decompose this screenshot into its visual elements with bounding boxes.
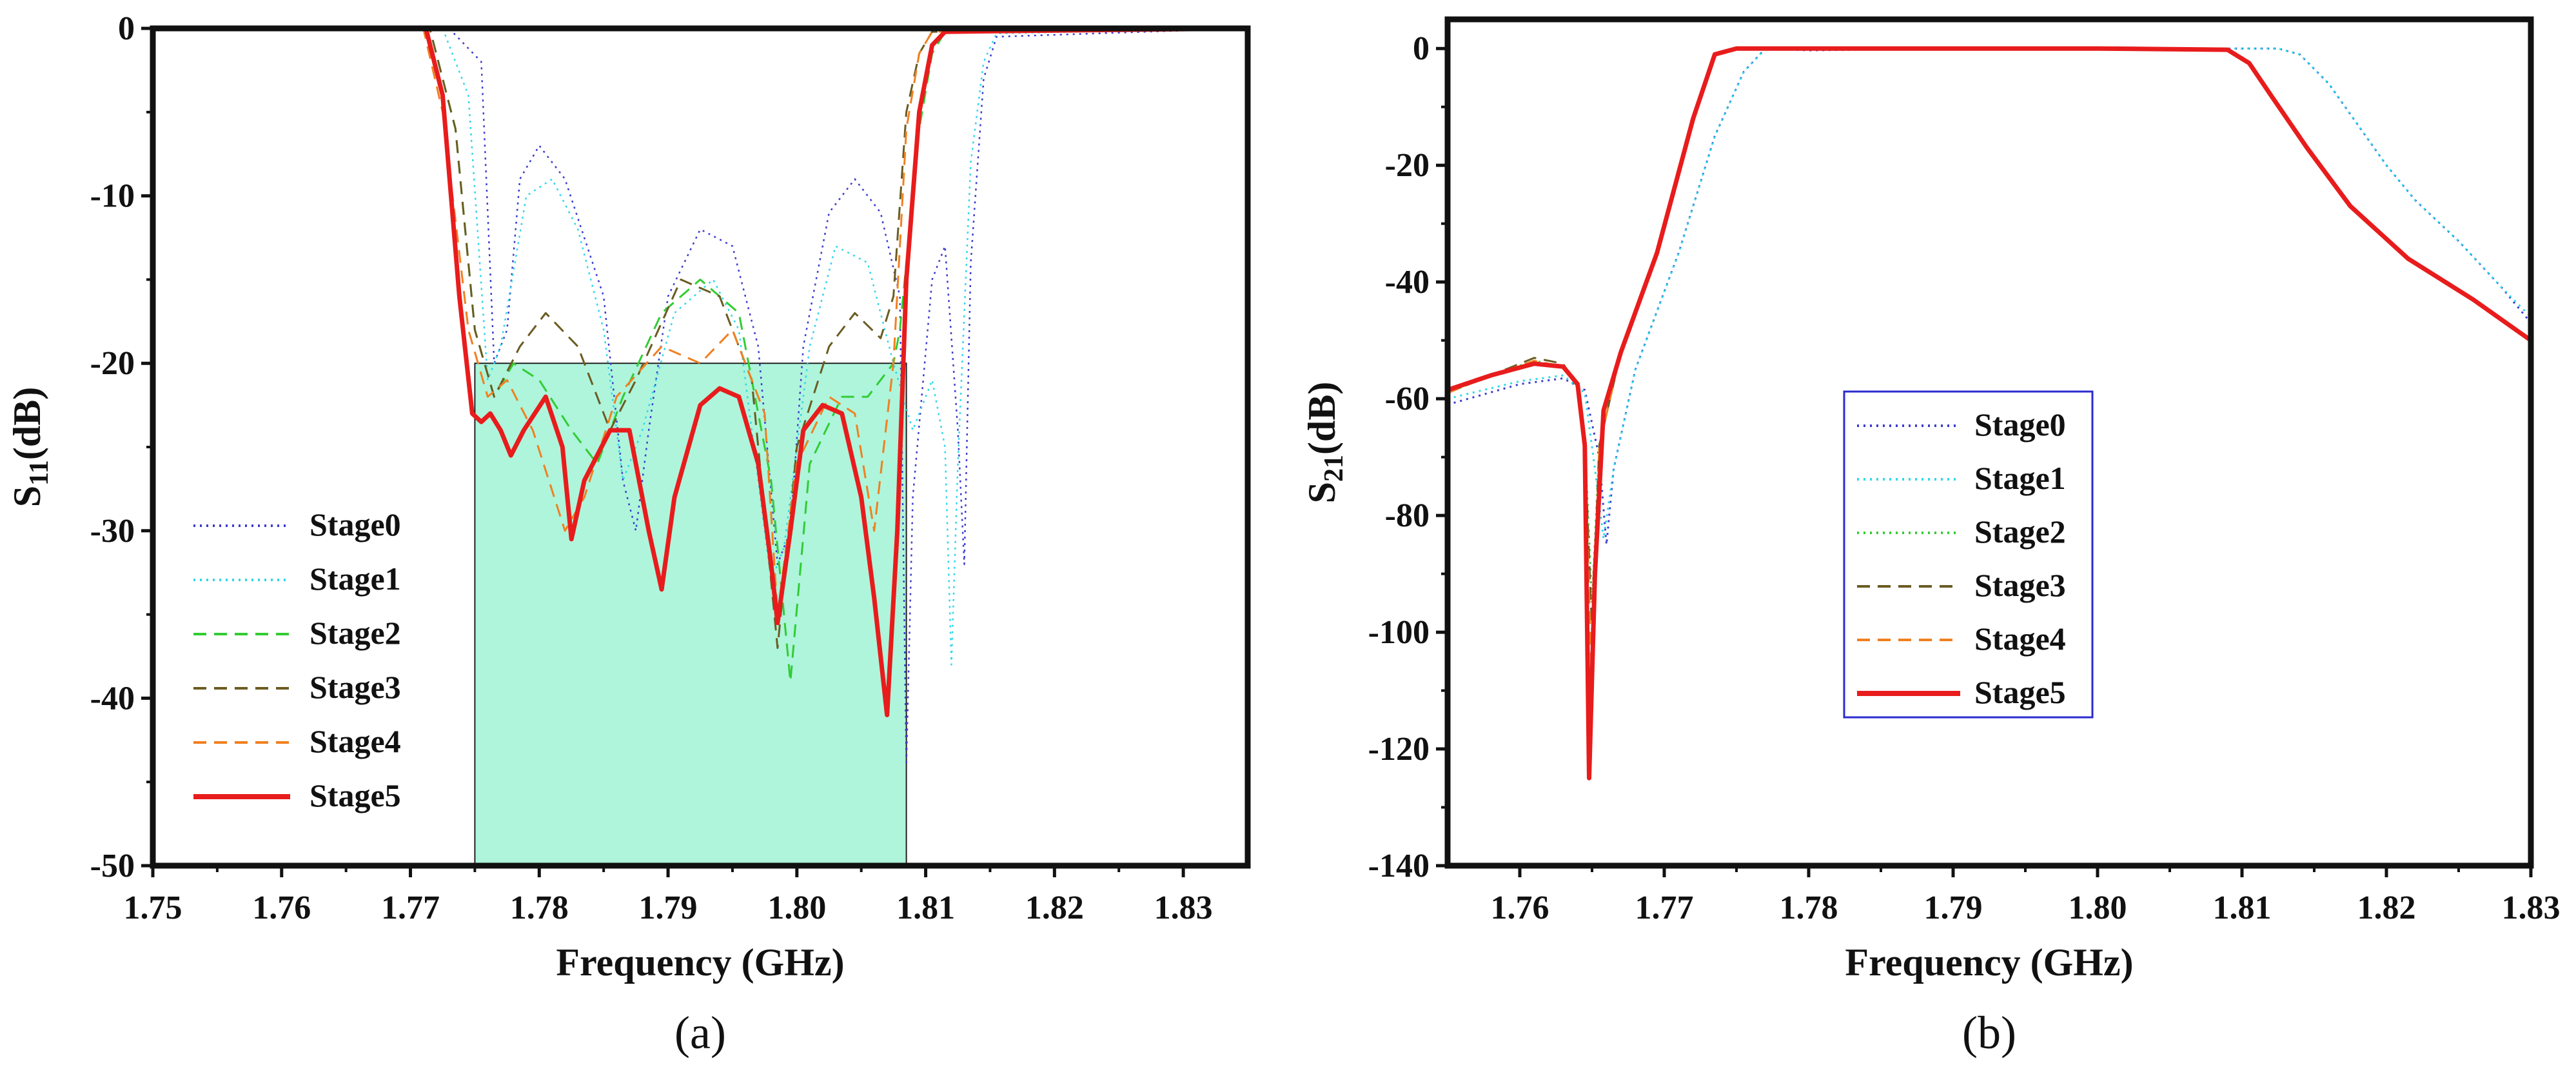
x-axis-title: Frequency (GHz) [1845, 941, 2133, 984]
x-tick-label: 1.80 [2069, 890, 2127, 926]
series-line-stage5 [153, 28, 1248, 717]
x-tick-label: 1.83 [2502, 890, 2561, 926]
legend-label-stage3: Stage3 [310, 669, 401, 705]
y-tick-label: 0 [1413, 30, 1430, 67]
y-axis-title: S11(dB) [6, 387, 54, 507]
series-line-stage5 [1448, 46, 2531, 781]
legend-label-stage3: Stage3 [1974, 567, 2066, 603]
legend-box [1843, 390, 2094, 719]
x-tick-label: 1.78 [510, 890, 569, 926]
x-tick-label: 1.82 [1025, 890, 1084, 926]
legend-label-stage1: Stage1 [310, 561, 401, 597]
legend: Stage0 Stage1 Stage2 Stage3 Stage4 Stage5 [193, 506, 401, 813]
legend-label-stage0: Stage0 [1974, 406, 2066, 443]
y-tick-label: -60 [1385, 381, 1430, 417]
legend: Stage0 Stage1 Stage2 Stage3 Stage4 Stage5 [1843, 390, 2094, 719]
x-tick-label: 1.82 [2357, 890, 2416, 926]
panel-a-chart: 1.75 1.76 1.77 1.78 1.79 1.80 1.81 1.82 1.83 0 -10… [6, 10, 1251, 1059]
y-tick-label: -120 [1368, 731, 1430, 768]
y-tick-label: -50 [90, 848, 135, 884]
y-tick-label: -10 [90, 178, 135, 215]
x-axis-title: Frequency (GHz) [556, 941, 844, 984]
series-line-stage3 [153, 28, 1248, 649]
x-tick-label: 1.81 [896, 890, 955, 926]
y-tick-label: -100 [1368, 614, 1430, 651]
series-group [1448, 46, 2531, 781]
legend-label-stage0: Stage0 [310, 506, 401, 542]
y-axis-title-subscript: 21 [1319, 455, 1349, 482]
y-tick-label: -140 [1368, 848, 1430, 884]
x-tick-label: 1.75 [124, 890, 182, 926]
y-tick-label: -40 [1385, 264, 1430, 301]
y-axis-title: S21(dB) [1301, 382, 1349, 504]
series-group [153, 28, 1248, 766]
x-tick-label: 1.76 [252, 890, 311, 926]
x-tick-label: 1.79 [639, 890, 698, 926]
legend-label-stage1: Stage1 [1974, 460, 2066, 496]
x-tick-label: 1.79 [1924, 890, 1983, 926]
y-axis-title-unit: (dB) [1301, 382, 1343, 455]
y-tick-label: -20 [90, 345, 135, 382]
x-tick-label: 1.76 [1491, 890, 1549, 926]
x-tick-label: 1.77 [381, 890, 440, 926]
y-tick-label: -30 [90, 513, 135, 550]
panel-label: (a) [674, 1007, 726, 1059]
y-axis-title-unit: (dB) [6, 387, 48, 460]
x-tick-label: 1.77 [1635, 890, 1694, 926]
legend-label-stage2: Stage2 [1974, 513, 2066, 550]
legend-label-stage4: Stage4 [310, 723, 401, 759]
legend-label-stage5: Stage5 [310, 777, 401, 813]
series-line-stage0 [153, 28, 1248, 766]
plot-frame [1444, 16, 2534, 869]
legend-label-stage5: Stage5 [1974, 674, 2066, 710]
y-axis-title-subscript: 11 [25, 460, 54, 486]
y-tick-label: 0 [118, 10, 135, 47]
legend-label-stage2: Stage2 [310, 615, 401, 651]
series-line-stage4 [153, 28, 1248, 616]
x-tick-label: 1.78 [1780, 890, 1838, 926]
x-tick-label: 1.81 [2213, 890, 2272, 926]
y-tick-label: -40 [90, 680, 135, 717]
y-axis-title-main: S [6, 486, 48, 507]
x-tick-label: 1.80 [767, 890, 826, 926]
panel-label: (b) [1962, 1007, 2016, 1059]
x-tick-label: 1.83 [1154, 890, 1213, 926]
legend-label-stage4: Stage4 [1974, 621, 2066, 657]
y-tick-label: -20 [1385, 147, 1430, 184]
y-axis-title-main: S [1301, 482, 1343, 503]
y-tick-label: -80 [1385, 497, 1430, 534]
panel-b-chart: 1.76 1.77 1.78 1.79 1.80 1.81 1.82 1.83 0 -20 -40 -… [1301, 16, 2561, 1059]
